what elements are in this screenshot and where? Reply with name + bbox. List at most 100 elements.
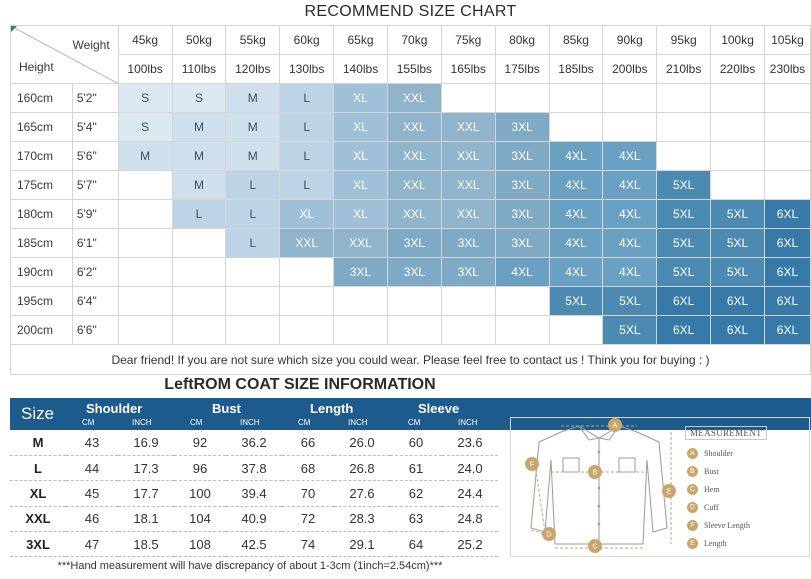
coat-value-cell: 100 <box>174 480 226 507</box>
height-cm-cell: 195cm <box>10 286 73 316</box>
size-cell: 4XL <box>548 141 604 171</box>
size-cell: L <box>279 83 335 113</box>
coat-value-cell: 36.2 <box>226 430 282 456</box>
size-cell <box>225 315 281 345</box>
coat-size-cell: 3XL <box>10 531 66 558</box>
coat-size-cell: XXL <box>10 506 66 533</box>
size-cell: 3XL <box>494 199 550 229</box>
height-cm-cell: 180cm <box>10 199 73 229</box>
coat-value-cell: 39.4 <box>226 480 282 507</box>
size-cell: 3XL <box>333 257 388 287</box>
size-cell <box>494 83 550 113</box>
weight-lbs-cell: 140lbs <box>333 54 388 84</box>
coat-value-cell: 17.3 <box>118 455 174 482</box>
weight-lbs-cell: 155lbs <box>386 54 442 84</box>
height-row: 165cm 5'4" S M M L XL XXL XXL 3XL <box>10 112 811 142</box>
measurement-illustration: A B C D E F MEASUREMENT A Shoulder B Bust C H… <box>510 417 810 557</box>
weight-kg-cell: 55kg <box>225 25 281 55</box>
coat-size-cell: XL <box>10 480 66 507</box>
coat-size-table: M 43 16.9 92 36.2 66 26.0 60 23.6 L 44 17.3 96 37.8 68… <box>10 430 498 558</box>
unit-cm: CM <box>408 418 421 427</box>
svg-text:E: E <box>667 489 672 496</box>
coat-value-cell: 43 <box>66 430 118 456</box>
legend-label: Hem <box>704 484 720 494</box>
size-cell <box>279 315 335 345</box>
size-cell <box>440 286 496 316</box>
size-cell <box>494 315 550 345</box>
weight-lbs-row: 100lbs 110lbs 120lbs 130lbs 140lbs 155lbs 165l… <box>11 54 811 84</box>
size-cell: L <box>225 170 281 200</box>
size-cell: 5XL <box>656 199 712 229</box>
coat-value-cell: 104 <box>174 506 226 533</box>
size-cell <box>386 315 442 345</box>
size-cell: 6XL <box>710 315 765 345</box>
measurement-footnote: ***Hand measurement will have discrepanc… <box>57 560 443 572</box>
header-size: Size <box>21 404 55 423</box>
coat-value-cell: 45 <box>66 480 118 507</box>
size-cell: 5XL <box>548 286 604 316</box>
size-cell: XXL <box>440 112 496 142</box>
height-row: 195cm 6'4" 5XL 5XL 6XL 6XL 6XL <box>10 286 811 316</box>
height-cm-cell: 170cm <box>10 141 73 171</box>
weight-kg-cell: 70kg <box>386 25 442 55</box>
weight-lbs-cell: 210lbs <box>656 54 712 84</box>
weight-lbs-cell: 165lbs <box>440 54 496 84</box>
size-cell: XXL <box>386 141 442 171</box>
coat-value-cell: 47 <box>66 531 118 558</box>
size-cell: XXL <box>386 199 442 229</box>
unit-inch: INCH <box>240 418 260 427</box>
coat-size-cell: M <box>10 430 66 456</box>
height-cm-cell: 185cm <box>10 228 73 258</box>
size-cell: 4XL <box>548 257 604 287</box>
coat-value-cell: 70 <box>282 480 334 507</box>
size-cell: XXL <box>440 170 496 200</box>
legend-item: D Cuff <box>685 501 805 513</box>
weight-lbs-cell: 220lbs <box>710 54 765 84</box>
size-cell: L <box>225 228 281 258</box>
coat-value-cell: 18.1 <box>118 506 174 533</box>
size-cell <box>763 112 811 142</box>
legend-label: Length <box>704 538 727 548</box>
size-cell: 4XL <box>494 257 550 287</box>
badge-d: D <box>542 527 556 541</box>
svg-text:A: A <box>613 423 618 430</box>
unit-cm: CM <box>298 418 311 427</box>
size-cell <box>763 170 811 200</box>
size-cell <box>171 286 227 316</box>
size-cell <box>763 141 811 171</box>
legend-label: Shoulder <box>704 448 733 458</box>
size-cell <box>656 141 712 171</box>
height-cm-cell: 160cm <box>10 83 73 113</box>
size-cell: 4XL <box>548 199 604 229</box>
size-cell: XL <box>333 170 388 200</box>
size-cell: S <box>117 112 173 142</box>
size-cell: 4XL <box>548 170 604 200</box>
legend-badge: C <box>687 483 698 495</box>
size-cell <box>602 83 658 113</box>
weight-lbs-cell: 120lbs <box>225 54 281 84</box>
unit-inch: INCH <box>348 418 368 427</box>
size-cell <box>763 83 811 113</box>
unit-inch: INCH <box>458 418 478 427</box>
measurement-legend: MEASUREMENT A Shoulder B Bust C Hem D Cuff F Slee… <box>685 423 805 549</box>
size-cell <box>333 286 388 316</box>
coat-value-cell: 62 <box>390 480 442 507</box>
coat-value-cell: 28.3 <box>334 506 390 533</box>
size-cell <box>386 286 442 316</box>
height-row: 185cm 6'1" L XXL XXL 3XL 3XL 3XL 4XL 4XL 5XL 5XL 6XL <box>10 228 811 258</box>
chart-title: RECOMMEND SIZE CHART <box>304 3 517 20</box>
weight-lbs-cell: 110lbs <box>171 54 227 84</box>
coat-value-cell: 23.6 <box>442 430 498 456</box>
weight-kg-cell: 65kg <box>333 25 388 55</box>
size-cell: XXL <box>386 83 442 113</box>
size-cell: L <box>225 199 281 229</box>
size-cell <box>710 141 765 171</box>
size-cell <box>656 83 712 113</box>
size-cell <box>494 286 550 316</box>
weight-kg-cell: 45kg <box>117 25 173 55</box>
size-cell: 6XL <box>656 286 712 316</box>
size-cell: XXL <box>333 228 388 258</box>
size-cell: 5XL <box>710 228 765 258</box>
size-cell: 3XL <box>494 170 550 200</box>
size-cell <box>710 170 765 200</box>
